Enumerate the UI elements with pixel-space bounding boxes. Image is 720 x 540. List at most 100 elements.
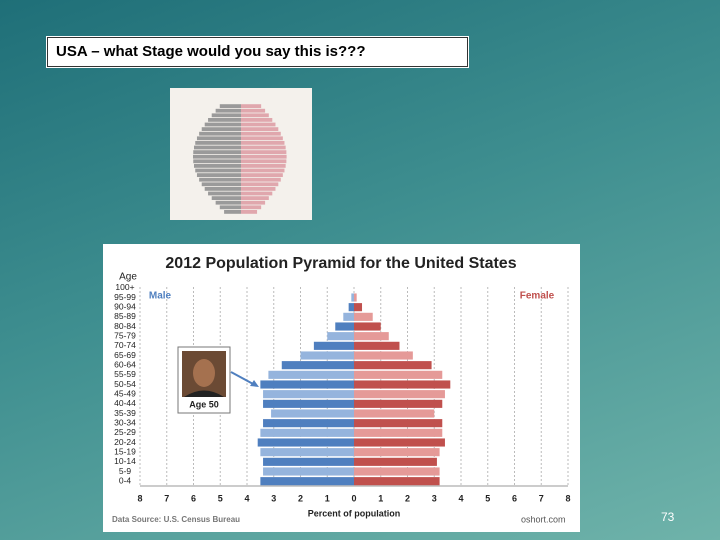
y-axis-label: Age (119, 272, 137, 283)
x-tick-label: 6 (191, 493, 196, 503)
bar (257, 438, 354, 447)
x-tick-label: 7 (539, 493, 544, 503)
thumb-bar-left (208, 118, 241, 122)
arrow-head (250, 380, 259, 387)
thumb-bar-right (241, 196, 269, 200)
x-axis-label: Percent of population (308, 508, 401, 518)
x-tick-label: 5 (485, 493, 490, 503)
thumb-bar-right (241, 173, 283, 177)
x-tick-label: 0 (351, 493, 356, 503)
thumb-bar-right (241, 205, 262, 210)
title-box: USA – what Stage would you say this is??… (47, 37, 468, 67)
bar (354, 428, 443, 437)
bar (354, 399, 443, 408)
bar (354, 467, 440, 476)
chart-title: 2012 Population Pyramid for the United S… (165, 255, 516, 272)
bar (343, 312, 354, 321)
bar (351, 293, 354, 302)
thumb-bar-right (241, 141, 285, 145)
x-tick-label: 6 (512, 493, 517, 503)
bar (354, 409, 435, 418)
x-tick-label: 3 (432, 493, 437, 503)
bar (354, 351, 413, 360)
thumb-bar-right (241, 136, 283, 141)
bar (263, 399, 354, 408)
thumb-bar-left (193, 154, 241, 159)
y-tick-label: 60-64 (114, 359, 136, 369)
x-tick-label: 1 (378, 493, 383, 503)
thumb-bar-right (241, 200, 266, 205)
y-tick-label: 10-14 (114, 456, 136, 466)
bar (263, 457, 354, 466)
y-tick-label: 70-74 (114, 340, 136, 350)
y-tick-label: 85-89 (114, 311, 136, 321)
slide-title: USA – what Stage would you say this is??… (56, 43, 366, 60)
thumb-bar-right (241, 159, 287, 164)
chart: 2012 Population Pyramid for the United S… (103, 244, 580, 532)
thumb-bar-left (196, 136, 241, 141)
x-tick-label: 5 (218, 493, 223, 503)
bar (263, 390, 354, 399)
bar (327, 332, 354, 341)
page-number: 73 (661, 510, 675, 524)
thumb-bar-right (241, 150, 287, 154)
thumb-bar-left (211, 113, 241, 118)
thumb-bar-left (204, 187, 241, 191)
y-tick-label: 90-94 (114, 301, 136, 311)
bar (354, 419, 443, 428)
photo-face (193, 359, 215, 387)
x-tick-label: 2 (405, 493, 410, 503)
bar (335, 322, 354, 331)
bar (263, 467, 354, 476)
y-tick-label: 55-59 (114, 369, 136, 379)
thumb-bar-left (211, 196, 241, 200)
bar (260, 428, 354, 437)
y-tick-label: 5-9 (119, 466, 132, 476)
bar (354, 448, 440, 457)
x-tick-label: 4 (458, 493, 463, 503)
y-tick-label: 75-79 (114, 330, 136, 340)
x-tick-label: 8 (137, 493, 142, 503)
x-tick-label: 1 (325, 493, 330, 503)
y-tick-label: 30-34 (114, 417, 136, 427)
bar (281, 361, 354, 370)
bar (354, 341, 400, 350)
x-tick-label: 8 (565, 493, 570, 503)
bar (260, 477, 354, 486)
thumb-bar-left (199, 177, 241, 182)
y-tick-label: 65-69 (114, 350, 136, 360)
annotation-arrow (230, 371, 256, 386)
thumbnail-bars (193, 104, 287, 214)
thumb-bar-right (241, 108, 266, 113)
thumb-bar-right (241, 168, 285, 173)
thumb-bar-right (241, 177, 281, 182)
thumb-bar-left (219, 104, 241, 108)
bar (354, 361, 432, 370)
thumb-bar-left (215, 108, 241, 113)
thumb-bar-right (241, 182, 279, 187)
thumb-bar-left (193, 159, 241, 164)
thumb-bar-right (241, 187, 276, 191)
thumb-bar-left (204, 122, 241, 127)
legend-entry: Female (520, 291, 555, 302)
thumb-bar-left (215, 200, 241, 205)
thumb-bar-right (241, 113, 269, 118)
x-tick-label: 2 (298, 493, 303, 503)
bar (271, 409, 354, 418)
thumb-bar-left (201, 182, 241, 187)
y-tick-label: 35-39 (114, 408, 136, 418)
y-tick-label: 95-99 (114, 292, 136, 302)
bar (354, 312, 373, 321)
thumb-bar-left (194, 145, 241, 150)
bar (300, 351, 354, 360)
thumb-bar-right (241, 122, 276, 127)
bar (354, 293, 357, 302)
y-tick-label: 0-4 (119, 475, 132, 485)
y-tick-label: 80-84 (114, 321, 136, 331)
bar (348, 303, 354, 312)
credit: oshort.com (521, 514, 566, 524)
bar (260, 448, 354, 457)
bar (354, 380, 451, 389)
thumb-bar-left (199, 131, 241, 136)
